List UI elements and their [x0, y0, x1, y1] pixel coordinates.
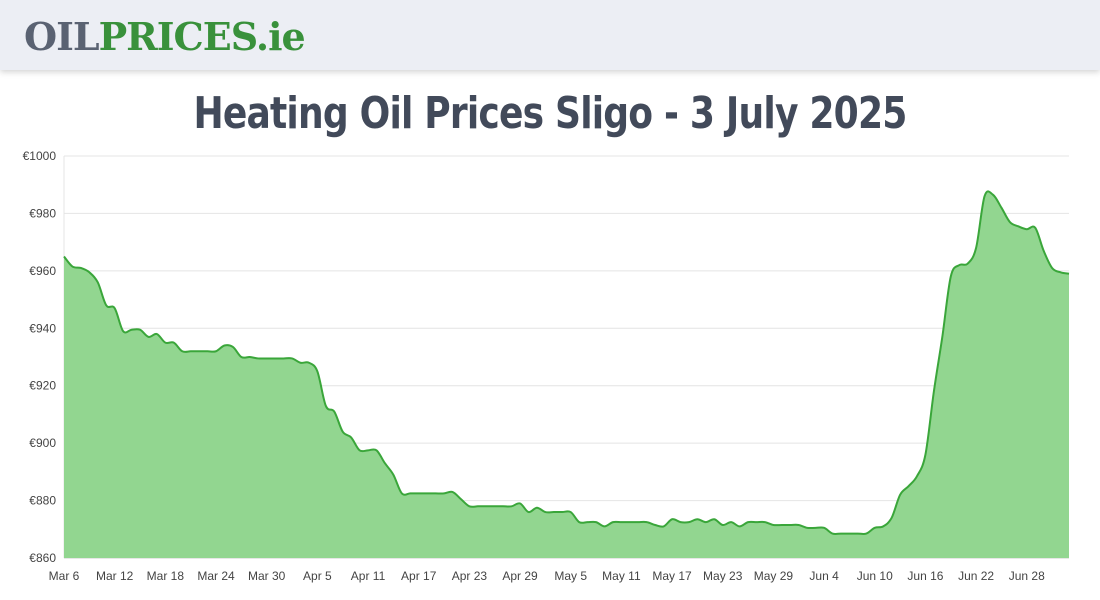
x-tick-label: Jun 16 [907, 569, 943, 583]
x-tick-label: Jun 28 [1009, 569, 1045, 583]
x-tick-label: May 23 [703, 569, 743, 583]
x-tick-label: Jun 10 [857, 569, 893, 583]
y-tick-label: €940 [29, 321, 56, 335]
x-tick-label: May 5 [554, 569, 587, 583]
logo-part-prices: PRICES.ie [98, 14, 306, 59]
price-area-fill [64, 191, 1069, 558]
header-bar: OILPRICES.ie [0, 0, 1100, 70]
x-tick-label: Apr 23 [452, 569, 488, 583]
x-tick-label: Mar 30 [248, 569, 286, 583]
x-tick-label: Mar 6 [49, 569, 80, 583]
x-tick-label: Mar 24 [197, 569, 235, 583]
y-tick-label: €900 [29, 436, 56, 450]
site-logo[interactable]: OILPRICES.ie [24, 14, 306, 60]
y-tick-label: €880 [29, 494, 56, 508]
x-tick-label: May 11 [602, 569, 641, 583]
x-tick-label: Apr 17 [401, 569, 437, 583]
y-tick-label: €1000 [23, 149, 57, 163]
x-tick-label: Jun 22 [958, 569, 994, 583]
y-tick-label: €980 [29, 206, 56, 220]
x-tick-label: Mar 12 [96, 569, 134, 583]
x-tick-label: May 29 [754, 569, 794, 583]
y-tick-label: €960 [29, 264, 56, 278]
x-tick-label: Mar 18 [147, 569, 185, 583]
y-tick-label: €860 [29, 551, 56, 565]
x-tick-label: Apr 29 [502, 569, 538, 583]
x-tick-label: May 17 [652, 569, 692, 583]
x-tick-label: Apr 5 [303, 569, 332, 583]
price-line [63, 190, 1070, 536]
y-tick-label: €920 [29, 379, 56, 393]
x-tick-label: Jun 4 [809, 569, 839, 583]
x-tick-label: Apr 11 [351, 569, 386, 583]
y-axis-ticks: €860 €880 €900 €920 €940 €960 €980 €1000 [23, 149, 57, 565]
page-title: Heating Oil Prices Sligo - 3 July 2025 [193, 88, 907, 139]
x-axis-ticks: Mar 6 Mar 12 Mar 18 Mar 24 Mar 30 Apr 5 Apr 11… [49, 569, 1045, 583]
logo-part-oil: OIL [24, 14, 100, 59]
